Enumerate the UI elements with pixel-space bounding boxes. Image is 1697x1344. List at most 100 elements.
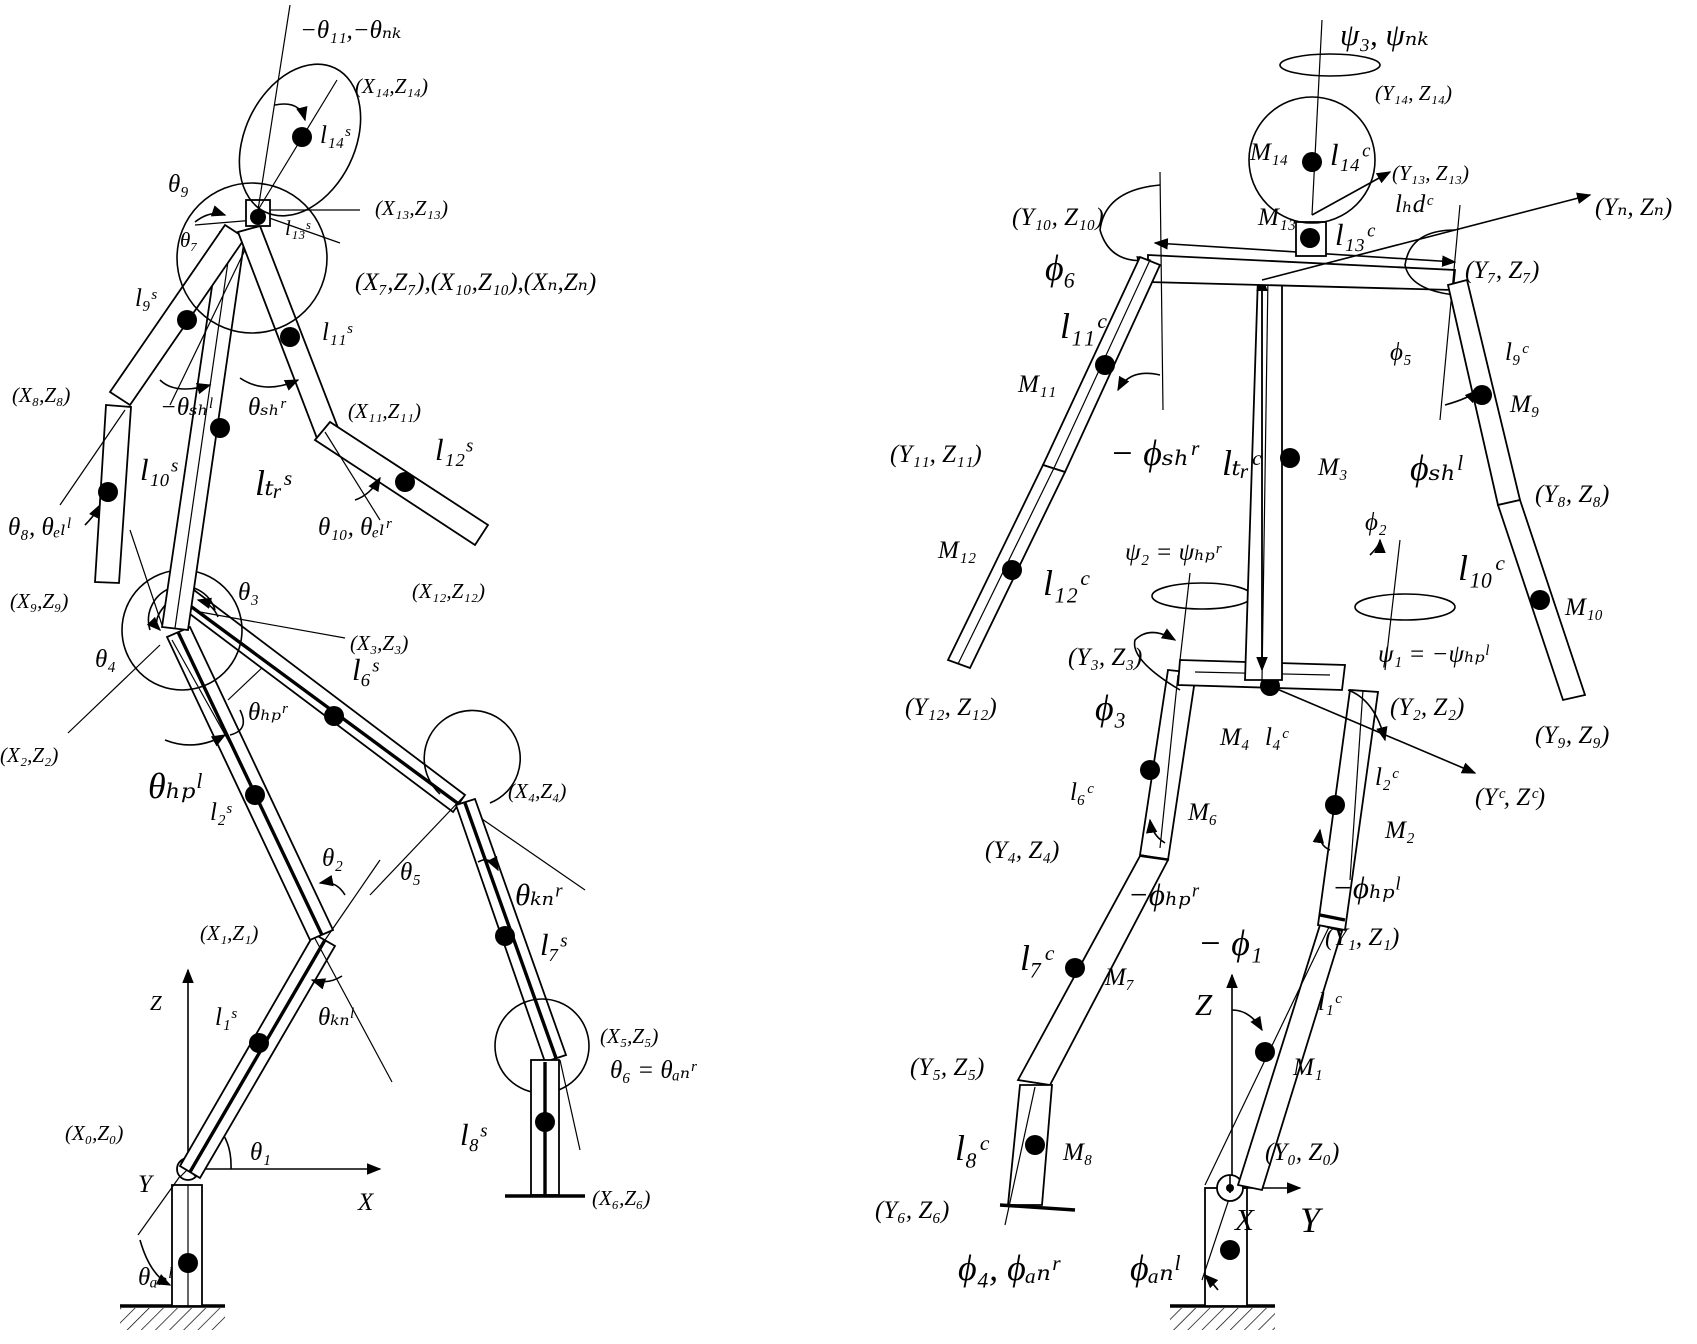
sag-neck-mass xyxy=(250,209,266,225)
label-l4c: l₄ᶜ xyxy=(1265,724,1290,751)
cor-ruarm-mass xyxy=(1095,355,1115,375)
label-coord-x1: (X₁,Z₁) xyxy=(200,921,258,945)
label-anl: ϕₐₙˡ xyxy=(1130,1248,1181,1288)
label-phi4: ϕ₄, ϕₐₙʳ xyxy=(958,1248,1061,1288)
label-m12: M₁₂ xyxy=(937,537,977,564)
label-knl: θₖₙˡ xyxy=(318,1004,355,1031)
label-hpl: −ϕₕₚˡ xyxy=(1332,870,1401,905)
label-l9s: l₉ˢ xyxy=(135,285,158,312)
label-coord-y1: (Y₁, Z₁) xyxy=(1325,924,1399,951)
label-y-axis: Y xyxy=(138,1171,155,1198)
label-theta1: θ₁ xyxy=(250,1139,271,1166)
sagittal-view: −θ₁₁,−θₙₖ (X₁₄,Z₁₄) l₁₄ˢ θ₉ (X₁₃,Z₁₃) l₁… xyxy=(0,4,697,1330)
sag-trunk-mass xyxy=(210,418,230,438)
label-l14c: l₁₄ᶜ xyxy=(1330,137,1371,172)
label-shl: −θₛₕˡ xyxy=(160,394,213,421)
label-theta7: θ₇ xyxy=(180,228,198,252)
label-coord-x9: (X₉,Z₉) xyxy=(10,589,68,613)
label-m7: M₇ xyxy=(1104,964,1135,991)
label-coord-y3: (Y₃, Z₃) xyxy=(1068,644,1142,671)
cor-head xyxy=(1248,96,1376,224)
label-theta11: −θ₁₁,−θₙₖ xyxy=(300,17,401,44)
sag-rknee-arc xyxy=(423,709,522,804)
label-m14: M₁₄ xyxy=(1249,139,1288,166)
label-coord-y6: (Y₆, Z₆) xyxy=(875,1197,949,1224)
sag-head xyxy=(238,63,362,217)
label-coord-y4: (Y₄, Z₄) xyxy=(985,837,1059,864)
cor-rthigh-mass xyxy=(1140,760,1160,780)
label-theta6: θ₆ = θₐₙʳ xyxy=(610,1057,697,1084)
label-m4: M₄ xyxy=(1219,724,1250,751)
label-m8: M₈ xyxy=(1062,1139,1093,1166)
label-ltrs: lₜᵣˢ xyxy=(255,463,292,503)
label-coord-x0: (X₀,Z₀) xyxy=(65,1121,123,1145)
label-theta8: θ₈, θₑₗˡ xyxy=(8,514,71,541)
label-z-axis-c: Z xyxy=(1195,987,1213,1022)
label-m2: M₂ xyxy=(1384,817,1415,844)
label-m3: M₃ xyxy=(1317,454,1348,481)
label-phi5: ϕ₅ xyxy=(1390,339,1412,366)
label-l14s: l₁₄ˢ xyxy=(320,122,351,149)
label-l11c: l₁₁ᶜ xyxy=(1060,306,1107,346)
cor-head-mass xyxy=(1302,152,1322,172)
label-phi2: ϕ₂ xyxy=(1365,509,1387,536)
label-psi1: ψ₁ = −ψₕₚˡ xyxy=(1378,641,1490,668)
label-l13s: l₁₃ˢ xyxy=(285,216,311,240)
label-l11s: l₁₁ˢ xyxy=(322,319,353,346)
cor-lthigh-mass xyxy=(1325,795,1345,815)
label-m9: M₉ xyxy=(1509,391,1540,418)
cor-torso-mass xyxy=(1280,448,1300,468)
label-m10: M₁₀ xyxy=(1564,594,1603,621)
label-m11: M₁₁ xyxy=(1017,371,1056,398)
label-theta10: θ₁₀, θₑₗʳ xyxy=(318,514,392,541)
label-x-axis: X xyxy=(357,1189,375,1216)
cor-rfarm-mass xyxy=(1002,560,1022,580)
label-hpr: θₕₚʳ xyxy=(248,699,288,726)
ground-hatch-right xyxy=(1170,1308,1275,1330)
label-coord-x12: (X₁₂,Z₁₂) xyxy=(412,579,485,603)
label-coord-y12: (Y₁₂, Z₁₂) xyxy=(905,694,997,721)
label-coord-x4: (X₄,Z₄) xyxy=(508,779,566,803)
cor-luarm-mass xyxy=(1472,385,1492,405)
cor-neck-mass xyxy=(1300,228,1320,248)
cor-rshank-mass xyxy=(1065,958,1085,978)
label-l8s: l₈ˢ xyxy=(460,1117,487,1152)
label-l13c: l₁₃ᶜ xyxy=(1335,217,1376,252)
label-lhd: lₕdᶜ xyxy=(1395,191,1434,218)
label-psi2: ψ₂ = ψₕₚʳ xyxy=(1125,539,1222,566)
sag-shank-mass xyxy=(249,1033,269,1053)
label-l9c: l₉ᶜ xyxy=(1505,339,1530,366)
label-l1c: l₁ᶜ xyxy=(1318,989,1343,1016)
label-coord-x7: (X₇,Z₇),(X₁₀,Z₁₀),(Xₙ,Zₙ) xyxy=(355,269,596,296)
label-l2c: l₂ᶜ xyxy=(1375,764,1400,791)
label-l7s: l₇ˢ xyxy=(540,927,567,962)
label-theta2: θ₂ xyxy=(322,845,343,872)
label-coord-y7: (Y₇, Z₇) xyxy=(1465,257,1539,284)
cor-hip-yaw-l xyxy=(1354,593,1456,621)
label-shr: − ϕₛₕʳ xyxy=(1110,433,1200,473)
sag-ruarm-mass xyxy=(280,327,300,347)
sag-rfoot-mass xyxy=(535,1112,555,1132)
cor-left-thigh xyxy=(1316,689,1380,932)
label-coord-y13: (Y₁₃, Z₁₃) xyxy=(1392,161,1469,185)
sag-rthigh-mass xyxy=(324,706,344,726)
label-coord-y10: (Y₁₀, Z₁₀) xyxy=(1012,204,1104,231)
label-l7c: l₇ᶜ xyxy=(1020,938,1055,978)
label-coord-y11: (Y₁₁, Z₁₁) xyxy=(890,441,982,468)
label-coord-y5: (Y₅, Z₅) xyxy=(910,1054,984,1081)
sag-head-mass xyxy=(292,127,312,147)
label-coord-x14: (X₁₄,Z₁₄) xyxy=(355,74,428,98)
cor-right-shank xyxy=(1016,855,1170,1086)
label-coord-x8: (X₈,Z₈) xyxy=(12,383,70,407)
label-coord-y2: (Y₂, Z₂) xyxy=(1390,694,1464,721)
label-phi3: ϕ₃ xyxy=(1095,688,1126,728)
cor-lshank-mass xyxy=(1255,1042,1275,1062)
cor-lfoot-mass xyxy=(1220,1240,1240,1260)
label-coord-x2: (X₂,Z₂) xyxy=(0,743,58,767)
label-x-axis-c: X xyxy=(1233,1202,1255,1237)
ground-hatch-left xyxy=(120,1308,225,1330)
sag-thigh-mass xyxy=(245,785,265,805)
cor-shoulder-bar xyxy=(1147,254,1456,291)
sag-shoulder-circle xyxy=(176,182,328,334)
